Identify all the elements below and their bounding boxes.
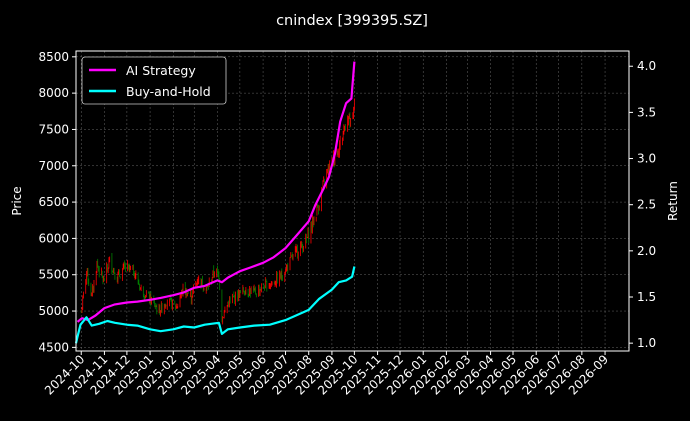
y-tick-label: 8500 [38, 50, 69, 64]
left-axis: 4500 5000 5500 6000 6500 7000 7500 8000 8500 [38, 50, 76, 354]
legend-label-bh: Buy-and-Hold [126, 84, 211, 99]
y-right-tick-label: 2.0 [637, 244, 656, 258]
y-axis-right-label: Return [666, 181, 680, 221]
buy-and-hold-line [74, 266, 356, 344]
series-lines [74, 61, 356, 344]
y-right-tick-label: 3.0 [637, 152, 656, 166]
legend-label-ai: AI Strategy [126, 63, 196, 78]
y-tick-label: 4500 [38, 340, 69, 354]
y-right-tick-label: 4.0 [637, 59, 656, 73]
y-right-tick-label: 1.5 [637, 290, 656, 304]
chart-title: cnindex [399395.SZ] [276, 13, 428, 29]
legend-box [81, 56, 227, 105]
y-right-tick-label: 2.5 [637, 198, 656, 212]
y-tick-label: 6500 [38, 195, 69, 209]
plot-frame [75, 50, 630, 352]
y-tick-label: 6000 [38, 231, 69, 245]
ai-strategy-line [76, 61, 356, 323]
legend: AI Strategy Buy-and-Hold [81, 56, 227, 105]
y-right-tick-label: 1.0 [637, 336, 656, 350]
right-axis: 1.0 1.5 2.0 2.5 3.0 3.5 4.0 [629, 59, 656, 350]
y-right-tick-label: 3.5 [637, 105, 656, 119]
y-axis-label: Price [10, 186, 24, 215]
y-tick-label: 7500 [38, 122, 69, 136]
y-tick-label: 8000 [38, 86, 69, 100]
y-tick-label: 7000 [38, 159, 69, 173]
y-tick-label: 5000 [38, 304, 69, 318]
y-tick-label: 5500 [38, 268, 69, 282]
price-candles [80, 98, 355, 325]
